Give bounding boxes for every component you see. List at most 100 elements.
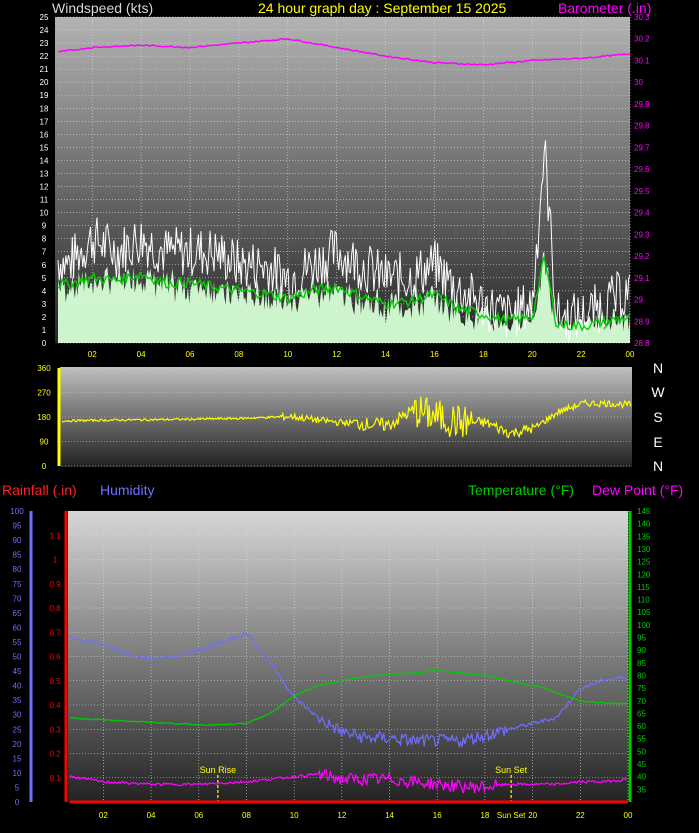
rain-y-tick: 1 xyxy=(53,556,58,565)
thd-x-tick: 16 xyxy=(433,811,442,820)
wind-x-tick: 12 xyxy=(332,350,341,359)
wind-x-tick: 06 xyxy=(186,350,195,359)
thd-x-tick: 00 xyxy=(624,811,633,820)
graph-title: 24 hour graph day : September 15 2025 xyxy=(258,0,507,16)
humidity-y-tick: 10 xyxy=(13,769,22,778)
wind-direction-panel: 0 90 180 270 360 N W S E N xyxy=(37,360,665,474)
wind-y-tick: 18 xyxy=(40,104,49,113)
baro-y-tick: 30 xyxy=(634,78,643,87)
barometer-label: Barometer (.in) xyxy=(558,0,651,16)
humidity-y-tick: 55 xyxy=(13,638,22,647)
wind-y-tick: 2 xyxy=(42,313,47,322)
thd-x-tick: 10 xyxy=(290,811,299,820)
wind-y-tick: 5 xyxy=(42,274,47,283)
rainfall-label: Rainfall (.in) xyxy=(2,482,77,498)
gust-area xyxy=(58,251,630,343)
rain-y-tick: 0.1 xyxy=(49,774,61,783)
wind-y-tick: 22 xyxy=(40,52,49,61)
direction-y-tick: 360 xyxy=(37,364,51,373)
wind-y-tick: 12 xyxy=(40,183,49,192)
humidity-y-tick: 25 xyxy=(13,725,22,734)
baro-y-tick: 29.8 xyxy=(634,122,650,131)
dir-letter-n-bottom: N xyxy=(653,458,663,474)
baro-y-tick: 29.7 xyxy=(634,143,650,152)
dewpoint-series xyxy=(69,769,628,794)
wind-y-tick: 4 xyxy=(42,287,47,296)
thd-x-tick: 14 xyxy=(385,811,394,820)
direction-line xyxy=(61,396,632,439)
rain-y-tick: 0.6 xyxy=(49,653,61,662)
temperature-y-tick: 70 xyxy=(637,697,646,706)
temperature-y-tick: 50 xyxy=(637,747,646,756)
temperature-y-tick: 35 xyxy=(637,785,646,794)
wind-x-tick: 00 xyxy=(626,350,635,359)
humidity-y-tick: 70 xyxy=(13,594,22,603)
dir-letter-e: E xyxy=(653,434,662,450)
wind-y-tick: 24 xyxy=(40,26,49,35)
dir-letter-w: W xyxy=(651,384,665,400)
direction-y-tick: 270 xyxy=(37,389,51,398)
temperature-y-tick: 120 xyxy=(637,570,651,579)
temp-humidity-panel: Sun Rise Sun Set 0 5 10 15 20 25 30 35 40 45 50 55 60… xyxy=(10,507,651,820)
wind-x-tick: 14 xyxy=(381,350,390,359)
wind-y-tick: 14 xyxy=(40,156,49,165)
baro-y-tick: 28.8 xyxy=(634,339,650,348)
wind-y-ticks: 0123456789101112131415161718192021222324… xyxy=(40,13,49,348)
dewpoint-line xyxy=(69,769,628,794)
thd-x-tick: 22 xyxy=(576,811,585,820)
wind-y-tick: 1 xyxy=(42,326,47,335)
dewpoint-label: Dew Point (°F) xyxy=(592,482,683,498)
baro-y-tick: 29 xyxy=(634,296,643,305)
humidity-y-ticks: 0 5 10 15 20 25 30 35 40 45 50 55 60 65 70 75 80 85 90 95 10… xyxy=(10,507,24,807)
temperature-y-tick: 105 xyxy=(637,608,651,617)
temperature-y-tick: 45 xyxy=(637,760,646,769)
temperature-y-tick: 125 xyxy=(637,558,651,567)
wind-x-tick: 04 xyxy=(137,350,146,359)
humidity-y-tick: 75 xyxy=(13,580,22,589)
temperature-series xyxy=(69,669,628,727)
direction-grid xyxy=(57,367,632,467)
wind-y-tick: 21 xyxy=(40,65,49,74)
direction-series xyxy=(61,396,632,439)
temperature-y-tick: 55 xyxy=(637,735,646,744)
humidity-y-tick: 5 xyxy=(15,783,20,792)
sun-markers: Sun Rise Sun Set xyxy=(200,765,528,802)
sunrise-label: Sun Rise xyxy=(200,765,237,775)
humidity-y-tick: 15 xyxy=(13,754,22,763)
wind-y-tick: 19 xyxy=(40,91,49,100)
temperature-y-tick: 130 xyxy=(637,545,651,554)
wind-y-tick: 8 xyxy=(42,235,47,244)
direction-y-tick: 180 xyxy=(37,413,51,422)
windspeed-line xyxy=(57,140,631,342)
wind-x-tick: 08 xyxy=(234,350,243,359)
humidity-y-tick: 50 xyxy=(13,653,22,662)
rain-y-tick: 0.9 xyxy=(49,580,61,589)
wind-y-tick: 7 xyxy=(42,248,47,257)
wind-baro-panel: 0123456789101112131415161718192021222324… xyxy=(40,13,651,359)
temperature-label: Temperature (°F) xyxy=(468,482,574,498)
humidity-y-tick: 95 xyxy=(13,522,22,531)
temperature-y-tick: 65 xyxy=(637,709,646,718)
direction-y-ticks: 0 90 180 270 360 xyxy=(37,364,51,471)
rain-y-tick: 0.5 xyxy=(49,677,61,686)
thd-x-ticks: 02 04 06 08 10 12 14 16 18 Sun Set 20 22 00 xyxy=(99,811,633,820)
baro-y-tick: 29.5 xyxy=(634,187,650,196)
dir-letter-n-top: N xyxy=(653,360,663,376)
humidity-line xyxy=(70,631,628,749)
thd-x-tick: 08 xyxy=(242,811,251,820)
humidity-label: Humidity xyxy=(100,482,154,498)
rain-y-tick: 0.8 xyxy=(49,604,61,613)
baro-y-tick: 29.1 xyxy=(634,274,650,283)
average-wind-series xyxy=(57,256,631,333)
wind-y-tick: 15 xyxy=(40,143,49,152)
humidity-y-tick: 30 xyxy=(13,711,22,720)
direction-y-tick: 0 xyxy=(42,462,47,471)
rain-y-ticks: 0.1 0.2 0.3 0.4 0.5 0.6 0.7 0.8 0.9 1 1.1 xyxy=(49,531,61,783)
sunset-label: Sun Set xyxy=(495,765,528,775)
thd-axis-bars xyxy=(29,511,632,802)
temperature-y-tick: 80 xyxy=(637,671,646,680)
temperature-y-tick: 110 xyxy=(637,596,650,605)
temperature-y-tick: 140 xyxy=(637,520,651,529)
baro-y-tick: 29.6 xyxy=(634,165,650,174)
rain-y-tick: 0.2 xyxy=(49,750,61,759)
